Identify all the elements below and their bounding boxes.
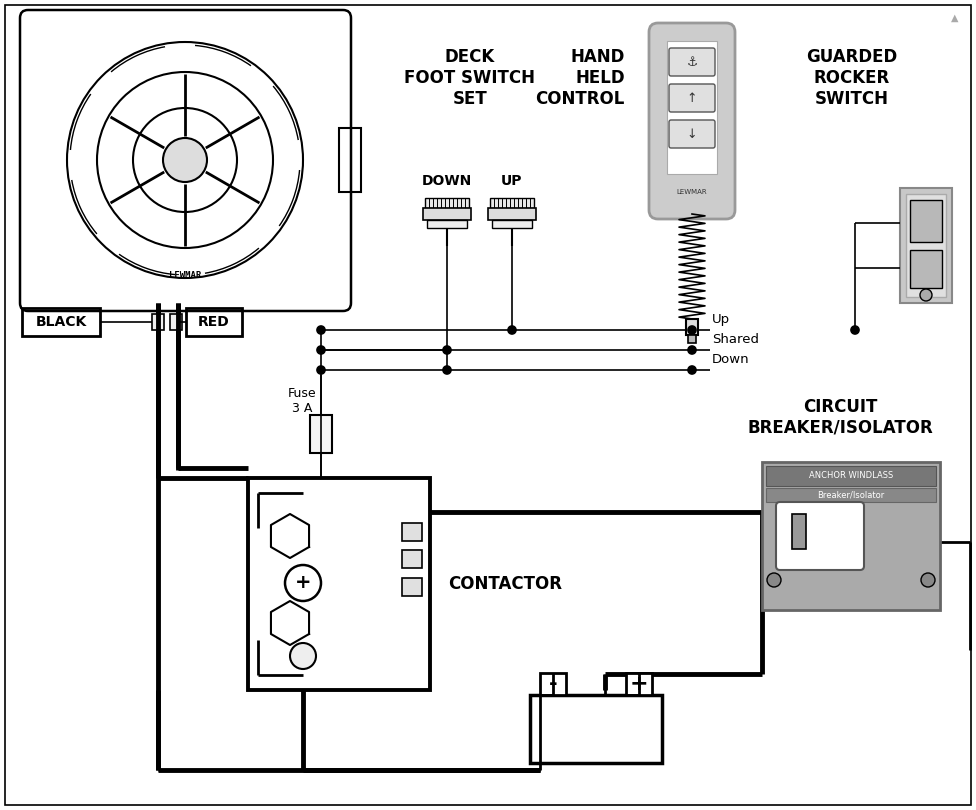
Circle shape <box>317 366 325 374</box>
FancyBboxPatch shape <box>20 10 351 311</box>
Bar <box>792 514 806 549</box>
Bar <box>667 41 717 174</box>
Text: BLACK: BLACK <box>35 315 87 329</box>
Circle shape <box>921 573 935 587</box>
Bar <box>490 198 534 208</box>
Bar <box>910 200 942 242</box>
Bar <box>906 194 946 297</box>
Bar <box>686 319 698 335</box>
Bar <box>900 188 952 303</box>
Text: Fuse
3 A: Fuse 3 A <box>288 387 316 415</box>
Text: LEWMAR: LEWMAR <box>169 271 201 279</box>
Text: ↑: ↑ <box>687 92 697 104</box>
FancyBboxPatch shape <box>669 120 715 148</box>
Text: DECK
FOOT SWITCH
SET: DECK FOOT SWITCH SET <box>404 48 536 108</box>
Circle shape <box>163 138 207 182</box>
Circle shape <box>688 326 696 334</box>
Circle shape <box>443 366 451 374</box>
Bar <box>170 314 182 330</box>
Text: Breaker/Isolator: Breaker/Isolator <box>817 491 884 500</box>
Bar <box>402 550 422 568</box>
FancyBboxPatch shape <box>669 48 715 76</box>
Bar <box>626 673 652 695</box>
Text: CIRCUIT
BREAKER/ISOLATOR: CIRCUIT BREAKER/ISOLATOR <box>747 398 933 437</box>
FancyBboxPatch shape <box>649 23 735 219</box>
Circle shape <box>688 366 696 374</box>
Circle shape <box>920 289 932 301</box>
FancyBboxPatch shape <box>776 502 864 570</box>
Text: +: + <box>630 674 648 694</box>
Text: HAND
HELD
CONTROL: HAND HELD CONTROL <box>536 48 625 108</box>
Circle shape <box>317 346 325 354</box>
Circle shape <box>443 346 451 354</box>
Text: Shared: Shared <box>712 333 759 346</box>
Bar <box>766 466 936 486</box>
Bar <box>492 220 532 228</box>
Bar <box>402 523 422 541</box>
Bar <box>423 208 471 220</box>
Bar <box>22 308 100 336</box>
Text: GUARDED
ROCKER
SWITCH: GUARDED ROCKER SWITCH <box>806 48 898 108</box>
Bar <box>427 220 467 228</box>
Text: ⚓: ⚓ <box>686 56 698 69</box>
Bar <box>310 415 332 453</box>
Bar <box>530 695 662 763</box>
Text: Up: Up <box>712 313 730 326</box>
Bar <box>186 308 242 336</box>
Bar <box>766 488 936 502</box>
Circle shape <box>767 573 781 587</box>
Text: UP: UP <box>502 174 523 188</box>
Text: +: + <box>295 573 311 592</box>
FancyBboxPatch shape <box>669 84 715 112</box>
Circle shape <box>851 326 859 334</box>
Bar <box>910 250 942 288</box>
Text: DOWN: DOWN <box>422 174 472 188</box>
Bar <box>540 673 566 695</box>
Bar <box>488 208 536 220</box>
Bar <box>688 335 696 343</box>
Circle shape <box>688 346 696 354</box>
Bar <box>152 314 164 330</box>
Bar <box>402 578 422 596</box>
Bar <box>339 128 361 192</box>
Text: -: - <box>549 674 557 694</box>
Circle shape <box>290 643 316 669</box>
Bar <box>762 462 940 610</box>
Bar <box>248 478 430 690</box>
Text: CONTACTOR: CONTACTOR <box>448 575 562 593</box>
Circle shape <box>508 326 516 334</box>
Text: Down: Down <box>712 353 750 366</box>
Text: ▲: ▲ <box>952 13 958 23</box>
Text: RED: RED <box>198 315 230 329</box>
Bar <box>425 198 469 208</box>
Text: ↓: ↓ <box>687 127 697 140</box>
Text: LEWMAR: LEWMAR <box>676 189 708 195</box>
Circle shape <box>317 326 325 334</box>
Text: ANCHOR WINDLASS: ANCHOR WINDLASS <box>809 471 893 480</box>
